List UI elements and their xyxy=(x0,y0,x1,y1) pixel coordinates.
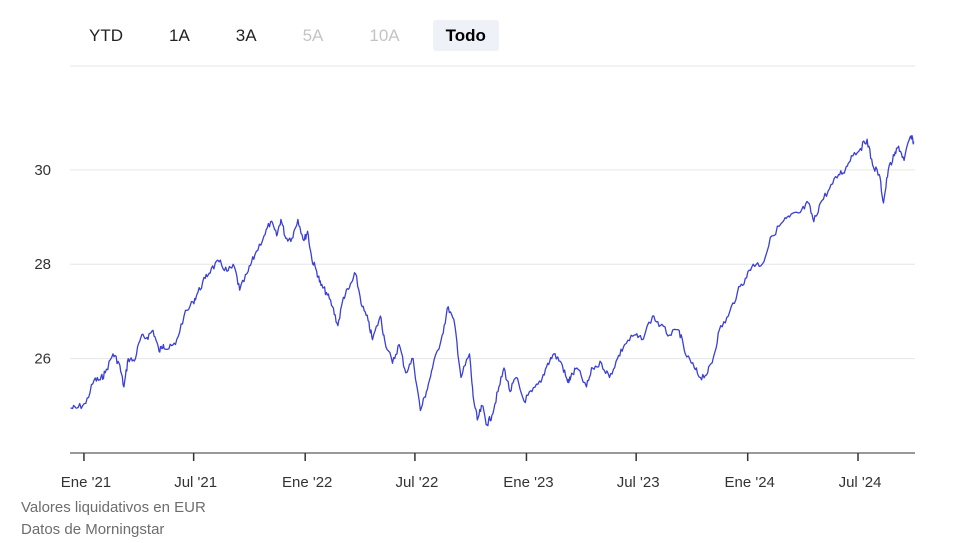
x-tick-label: Jul '21 xyxy=(174,474,217,491)
range-button-5a: 5A xyxy=(302,26,324,45)
range-button-3a[interactable]: 3A xyxy=(235,26,257,45)
y-tick-label: 26 xyxy=(34,351,51,368)
x-tick-label: Ene '22 xyxy=(282,474,332,491)
y-tick-label: 30 xyxy=(34,162,51,179)
range-button-10a: 10A xyxy=(369,26,400,45)
range-button-ytd[interactable]: YTD xyxy=(89,26,123,45)
y-axis: 26 28 30 xyxy=(34,162,51,368)
data-source-note: Datos de Morningstar xyxy=(21,521,165,538)
x-tick-label: Jul '23 xyxy=(617,474,660,491)
x-tick-label: Ene '23 xyxy=(503,474,553,491)
series-line xyxy=(70,135,915,427)
x-tick-label: Jul '24 xyxy=(839,474,882,491)
range-button-todo[interactable]: Todo xyxy=(432,20,499,51)
range-selector: YTD 1A 3A 5A 10A Todo xyxy=(76,20,519,51)
grid xyxy=(70,65,915,360)
x-tick-label: Ene '24 xyxy=(724,474,774,491)
series-layer xyxy=(70,135,915,427)
x-tick-label: Jul '22 xyxy=(395,474,438,491)
x-tick-label: Ene '21 xyxy=(61,474,111,491)
range-button-1a[interactable]: 1A xyxy=(169,26,190,45)
y-tick-label: 28 xyxy=(34,256,51,273)
x-axis: Ene '21 Jul '21 Ene '22 Jul '22 Ene '23 Jul '… xyxy=(61,452,915,491)
currency-note: Valores liquidativos en EUR xyxy=(21,499,206,516)
